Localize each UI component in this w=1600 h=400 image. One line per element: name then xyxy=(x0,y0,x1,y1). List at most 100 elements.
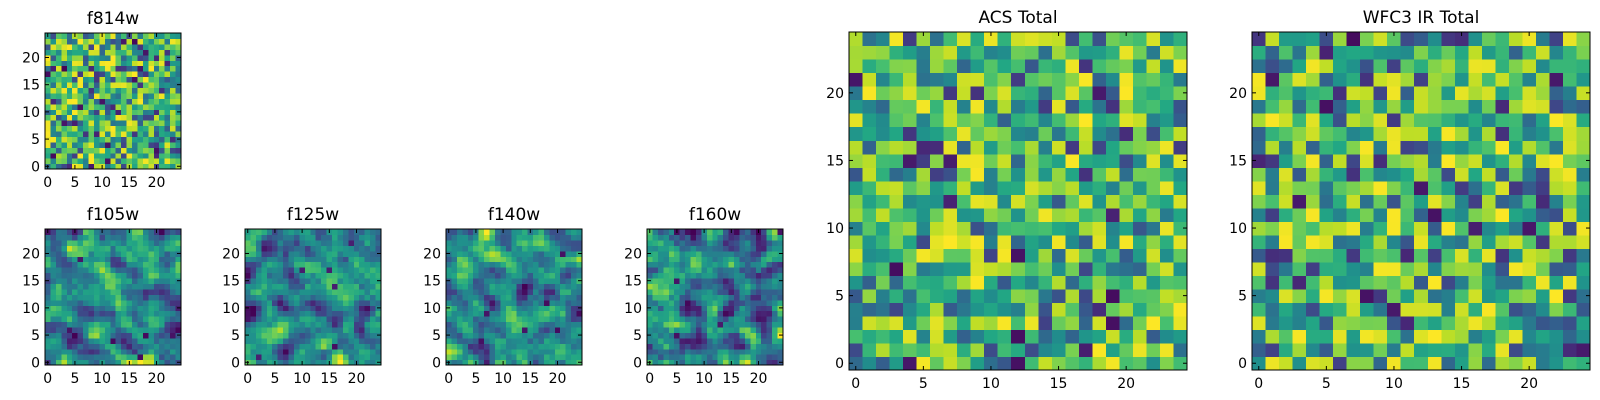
heatmap-cell xyxy=(1387,342,1402,358)
heatmap-cell xyxy=(456,267,463,274)
heatmap-cell xyxy=(1576,288,1591,303)
heatmap-cell xyxy=(332,305,339,312)
heatmap-cell xyxy=(104,359,111,366)
heatmap-cell xyxy=(110,272,117,279)
heatmap-cell xyxy=(93,321,100,328)
heatmap-cell xyxy=(121,125,128,132)
heatmap-cell xyxy=(61,305,68,312)
heatmap-cell xyxy=(889,356,904,371)
heatmap-cell xyxy=(45,158,52,165)
heatmap-cell xyxy=(93,332,100,339)
heatmap-cell xyxy=(1065,113,1080,128)
heatmap-cell xyxy=(370,239,377,246)
heatmap-cell xyxy=(121,348,128,355)
heatmap-cell xyxy=(712,326,719,333)
x-tick-label: 15 xyxy=(722,371,740,387)
heatmap-cells xyxy=(1252,32,1591,371)
heatmap-cell xyxy=(889,302,904,317)
heatmap-cell xyxy=(1414,32,1429,47)
heatmap-cell xyxy=(761,332,768,339)
heatmap-cell xyxy=(77,49,84,56)
heatmap-cell xyxy=(970,99,985,114)
heatmap-cell xyxy=(88,354,95,361)
heatmap-cell xyxy=(473,261,480,268)
heatmap-cell xyxy=(266,348,273,355)
heatmap-cell xyxy=(484,261,491,268)
heatmap-cell xyxy=(1549,180,1564,195)
heatmap-cell xyxy=(61,288,68,295)
heatmap-cell xyxy=(115,65,122,72)
heatmap-cell xyxy=(516,299,523,306)
heatmap-cell xyxy=(1562,59,1578,74)
heatmap-cell xyxy=(739,250,746,257)
heatmap-cell xyxy=(132,81,139,88)
heatmap-cell xyxy=(1508,234,1523,249)
heatmap-cell xyxy=(83,147,90,154)
heatmap-cell xyxy=(104,299,111,306)
heatmap-cell xyxy=(538,332,545,339)
heatmap-cell xyxy=(997,207,1012,222)
heatmap-cell xyxy=(1508,72,1523,87)
heatmap-cell xyxy=(61,267,68,274)
heatmap-cell xyxy=(93,147,100,154)
heatmap-cell xyxy=(1105,342,1120,358)
heatmap-cell xyxy=(533,348,540,355)
heatmap-cell xyxy=(1038,234,1053,249)
heatmap-cell xyxy=(734,354,741,361)
heatmap-cell xyxy=(701,277,708,284)
heatmap-cell xyxy=(148,103,155,110)
heatmap-cell xyxy=(1549,153,1564,168)
heatmap-cell xyxy=(255,348,262,355)
heatmap-cell xyxy=(170,147,177,154)
heatmap-cell xyxy=(55,141,62,148)
heatmap-cell xyxy=(560,354,567,361)
heatmap-cell xyxy=(148,326,155,333)
heatmap-cell xyxy=(1292,32,1307,47)
heatmap-cell xyxy=(348,250,355,257)
heatmap-cell xyxy=(164,71,171,78)
heatmap-cell xyxy=(1454,261,1469,276)
heatmap-cell xyxy=(121,76,128,83)
heatmap-cell xyxy=(484,239,491,246)
heatmap-cell xyxy=(250,294,257,301)
heatmap-cell xyxy=(657,326,664,333)
heatmap-cell xyxy=(1078,275,1093,290)
heatmap-cell xyxy=(777,321,784,328)
heatmap-cell xyxy=(115,245,122,252)
heatmap-cell xyxy=(137,87,144,94)
heatmap-cell xyxy=(1373,45,1388,60)
heatmap-cell xyxy=(1011,126,1026,141)
heatmap-cell xyxy=(121,234,128,241)
heatmap-cell xyxy=(321,332,328,339)
heatmap-cell xyxy=(1576,234,1591,249)
heatmap-cell xyxy=(353,277,360,284)
heatmap-cell xyxy=(903,140,918,155)
heatmap-cell xyxy=(903,32,918,47)
heatmap-cell xyxy=(126,71,133,78)
heatmap-cell xyxy=(943,329,958,344)
heatmap-cell xyxy=(175,92,182,99)
heatmap-cell xyxy=(1495,329,1510,344)
heatmap-cell xyxy=(451,245,458,252)
heatmap-cell xyxy=(1038,194,1053,209)
heatmap-cell xyxy=(337,288,344,295)
heatmap-cell xyxy=(1279,99,1294,114)
heatmap-cell xyxy=(110,130,117,137)
heatmap-cell xyxy=(750,332,757,339)
heatmap-cell xyxy=(132,337,139,344)
heatmap-cell xyxy=(261,267,268,274)
heatmap-cell xyxy=(957,221,972,236)
heatmap-cell xyxy=(77,114,84,121)
y-tick-label: 15 xyxy=(624,274,642,290)
heatmap-cell xyxy=(576,245,583,252)
heatmap-cell xyxy=(916,59,931,74)
heatmap-cell xyxy=(159,277,166,284)
heatmap-cell xyxy=(701,321,708,328)
heatmap-cell xyxy=(104,65,111,72)
heatmap-cell xyxy=(72,348,79,355)
heatmap-cell xyxy=(310,288,317,295)
heatmap-cell xyxy=(744,359,751,366)
x-tick-label: 5 xyxy=(919,376,928,392)
heatmap-cell xyxy=(1576,329,1591,344)
heatmap-cell xyxy=(543,256,550,263)
